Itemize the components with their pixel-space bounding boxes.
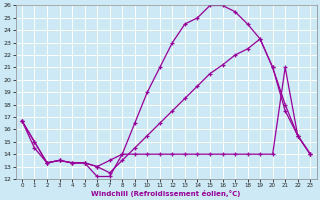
X-axis label: Windchill (Refroidissement éolien,°C): Windchill (Refroidissement éolien,°C) — [92, 190, 241, 197]
